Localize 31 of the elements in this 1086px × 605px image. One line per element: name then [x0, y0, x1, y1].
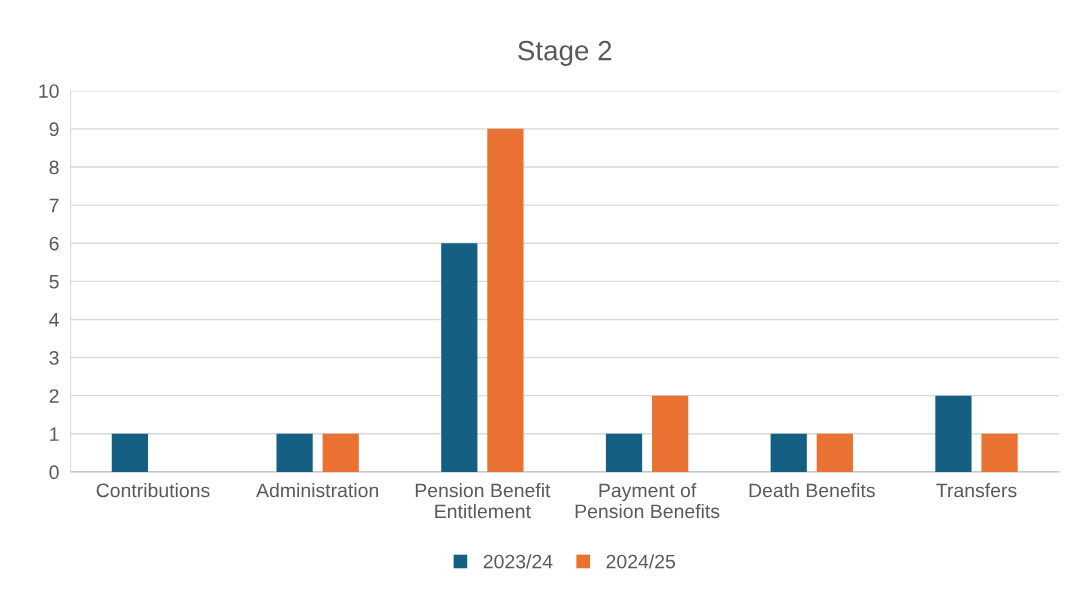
y-tick-label: 4 — [49, 313, 59, 327]
bar — [441, 243, 478, 472]
bar — [487, 128, 524, 472]
y-tick-label: 2 — [49, 389, 59, 403]
bar — [935, 395, 972, 472]
chart-title: Stage 2 — [518, 40, 612, 66]
legend-label: 2024/25 — [606, 554, 676, 569]
bar — [111, 433, 148, 472]
y-tick-label: 7 — [49, 198, 59, 213]
x-tick-label: Transfers — [936, 483, 1017, 498]
x-tick-label: Administration — [256, 483, 378, 498]
y-tick-label: 1 — [50, 427, 59, 441]
y-tick-label: 6 — [49, 236, 59, 251]
x-tick-label: Payment of Pension Benefits — [575, 483, 720, 519]
bar — [770, 433, 807, 472]
bar — [652, 395, 689, 472]
x-tick-label: Pension Benefit Entitlement — [415, 483, 551, 519]
bar — [605, 433, 643, 472]
bar — [981, 433, 1018, 472]
x-tick-label: Contributions — [96, 483, 210, 498]
y-tick-label: 8 — [49, 160, 59, 175]
y-tick-label: 3 — [49, 351, 59, 365]
y-tick-label: 10 — [39, 84, 59, 98]
y-tick-label: 0 — [49, 465, 59, 480]
legend-label: 2023/24 — [483, 554, 553, 569]
y-tick-label: 5 — [49, 274, 59, 289]
bar — [816, 433, 853, 472]
x-tick-label: Death Benefits — [749, 483, 875, 498]
bar — [322, 433, 359, 472]
bar — [276, 433, 313, 472]
y-tick-label: 9 — [49, 122, 59, 137]
